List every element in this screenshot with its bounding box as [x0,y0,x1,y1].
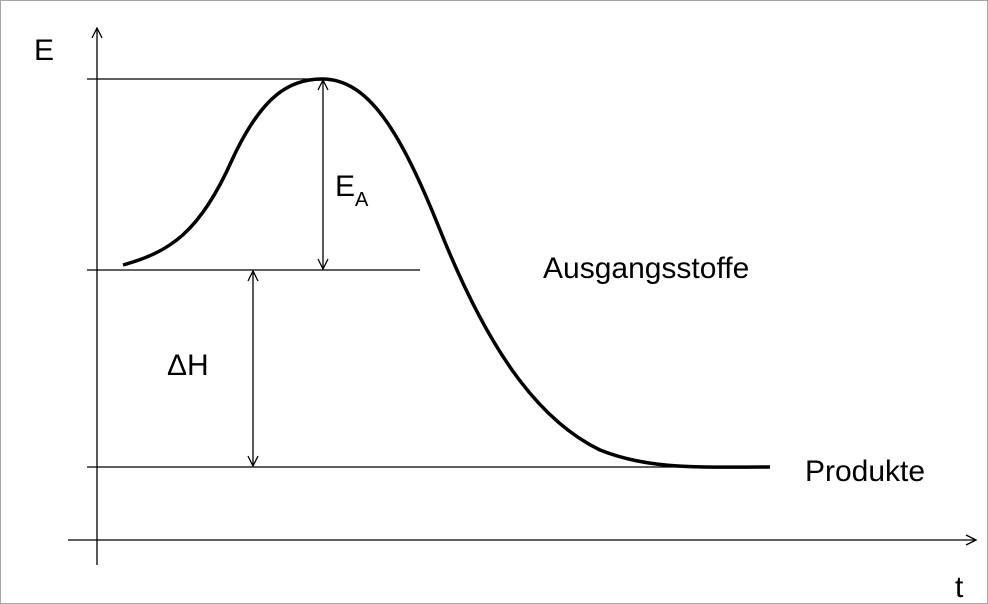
reactants-label: Ausgangsstoffe [543,252,749,285]
activation-energy-main: E [335,170,355,203]
enthalpy-label: ΔH [167,349,209,382]
x-axis-label: t [955,571,964,604]
energy-curve [122,77,771,469]
y-axis-label: E [34,34,54,67]
activation-energy-label: EA [335,170,369,211]
activation-energy-sub: A [355,189,369,211]
products-label: Produkte [805,455,925,488]
